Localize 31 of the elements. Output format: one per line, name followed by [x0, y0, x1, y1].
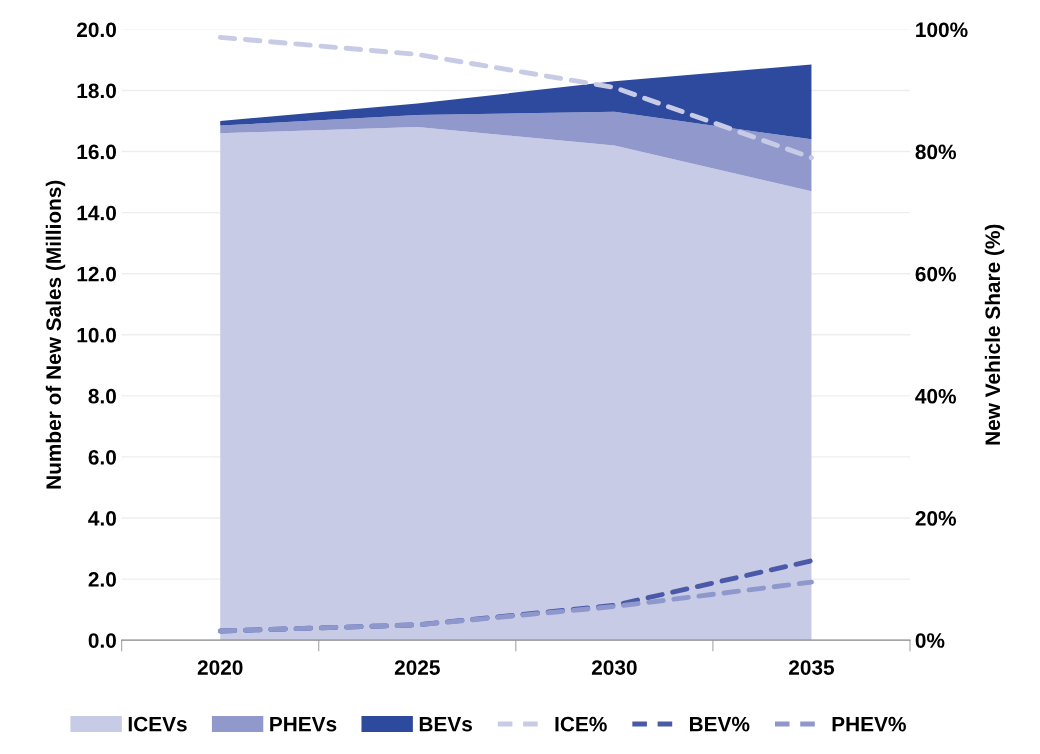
- x-tick-label: 2020: [197, 660, 243, 675]
- y-tick-label: 4.0: [88, 511, 116, 526]
- y2-tick-label: 60%: [915, 266, 957, 282]
- line-series: [217, 579, 814, 634]
- y-tick-label: 12.0: [77, 266, 116, 282]
- y2-tick-label: 100%: [916, 22, 968, 38]
- y-tick-label: 18.0: [77, 83, 116, 99]
- x-tick-label: 2030: [591, 660, 637, 675]
- y-tick-label: 14.0: [77, 205, 116, 221]
- y-tick-label: 8.0: [88, 388, 116, 404]
- line-series: [217, 34, 814, 161]
- y-tick-label: 16.0: [77, 144, 116, 160]
- y-tick-label: 6.0: [88, 449, 116, 465]
- x-tick-label: 2035: [789, 660, 835, 675]
- y-tick-label: 2.0: [88, 572, 116, 587]
- y-tick-label: 0.0: [88, 633, 116, 648]
- legend-label: ICEVs: [128, 716, 187, 732]
- y2-tick-label: 80%: [915, 144, 957, 160]
- y-tick-label: 20.0: [77, 22, 116, 38]
- legend-label: PHEVs: [270, 716, 337, 732]
- y-axis-title: Number of New Sales (Millions): [45, 180, 66, 489]
- x-tick-label: 2025: [394, 660, 440, 675]
- legend-label: ICE%: [555, 716, 607, 732]
- legend-label: BEVs: [419, 716, 472, 732]
- y-tick-label: 10.0: [77, 327, 116, 343]
- legend-label: PHEV%: [832, 716, 906, 732]
- y2-axis-title: New Vehicle Share (%): [984, 224, 1005, 445]
- y2-tick-label: 40%: [915, 388, 957, 404]
- y2-tick-label: 20%: [915, 511, 957, 526]
- y2-tick-label: 0%: [915, 633, 945, 648]
- legend-label: BEV%: [689, 716, 750, 732]
